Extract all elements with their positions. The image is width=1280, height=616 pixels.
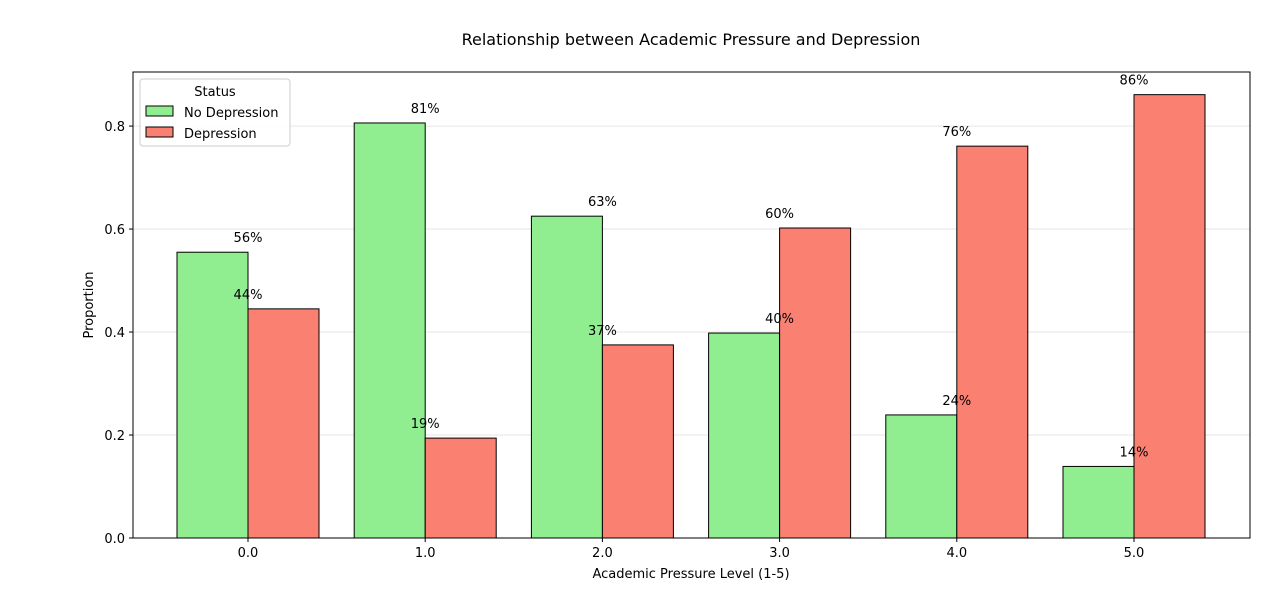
plot-frame (132, 71, 1251, 539)
bar-depression (779, 227, 852, 539)
y-tick-label: 0.4 (104, 326, 125, 341)
data-label: 14% (1120, 445, 1149, 460)
x-tick-label: 4.0 (946, 546, 967, 561)
bar-depression (956, 145, 1029, 539)
x-tick-label: 2.0 (592, 546, 613, 561)
data-label: 44% (234, 288, 263, 303)
x-tick-label: 5.0 (1124, 546, 1145, 561)
x-tick-label: 3.0 (769, 546, 790, 561)
chart-title: Relationship between Academic Pressure a… (462, 30, 921, 49)
data-label: 19% (411, 417, 440, 432)
data-label: 81% (411, 102, 440, 117)
data-label: 56% (234, 231, 263, 246)
x-tick-label: 1.0 (415, 546, 436, 561)
bar-depression (424, 437, 497, 539)
y-tick-label: 0.6 (104, 223, 125, 238)
bar-depression (601, 344, 674, 539)
y-axis-label: Proportion (82, 271, 97, 338)
data-label: 60% (765, 207, 794, 222)
data-labels: 56% 44% 81% 19% 63% 37% 40% 60% 24% 76% 14% 86% (234, 74, 1149, 461)
bar-no-depression (708, 332, 781, 539)
legend-title: Status (194, 85, 236, 100)
legend: Status No Depression Depression (139, 78, 291, 147)
bar-no-depression (353, 122, 426, 539)
data-label: 37% (588, 324, 617, 339)
bar-no-depression (1062, 465, 1135, 539)
bars (176, 94, 1206, 539)
bar-no-depression (530, 215, 603, 539)
legend-box (139, 78, 291, 147)
y-tick-label: 0.2 (104, 429, 125, 444)
bar-no-depression (885, 414, 958, 539)
legend-label-no-depression: No Depression (184, 106, 278, 121)
y-axis: 0.0 0.2 0.4 0.6 0.8 (104, 120, 133, 547)
legend-swatch-depression (145, 126, 174, 138)
data-label: 40% (765, 312, 794, 327)
data-label: 24% (942, 394, 971, 409)
x-axis-label: Academic Pressure Level (1-5) (592, 567, 789, 582)
bar-depression (1133, 94, 1206, 539)
bar-depression (247, 308, 320, 539)
data-label: 76% (942, 125, 971, 140)
data-label: 86% (1120, 74, 1149, 89)
x-axis: 0.0 1.0 2.0 3.0 4.0 5.0 (238, 538, 1145, 561)
y-tick-label: 0.0 (104, 532, 125, 547)
legend-label-depression: Depression (184, 127, 257, 142)
x-tick-label: 0.0 (238, 546, 259, 561)
data-label: 63% (588, 195, 617, 210)
legend-swatch-no-depression (145, 105, 174, 117)
bar-no-depression (176, 251, 249, 539)
y-tick-label: 0.8 (104, 120, 125, 135)
